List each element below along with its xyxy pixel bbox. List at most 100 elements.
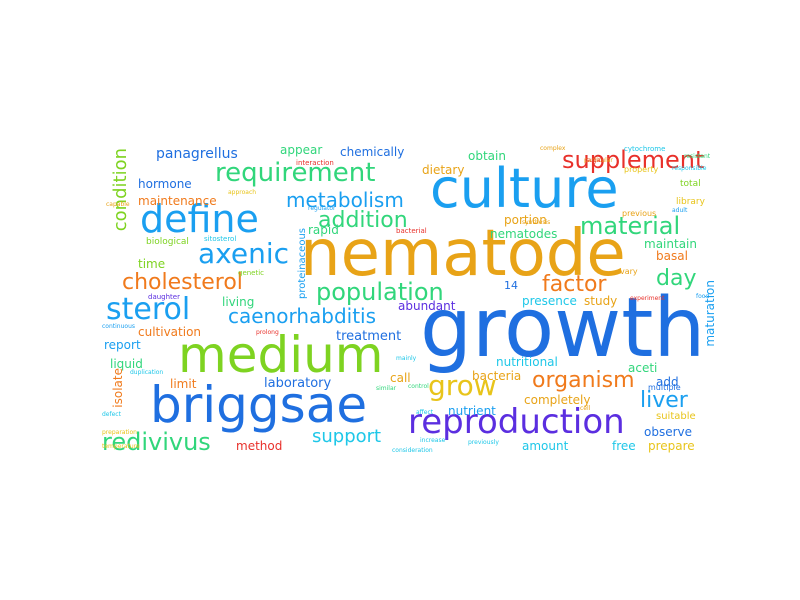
- word-complex: complex: [540, 145, 566, 152]
- word-free: free: [612, 439, 636, 453]
- word-addition: addition: [318, 208, 408, 233]
- word-limit: limit: [170, 377, 197, 391]
- word-prepare: prepare: [648, 439, 695, 453]
- word-daughter: daughter: [148, 293, 180, 301]
- word-support: support: [312, 426, 382, 447]
- word-prolong: prolong: [256, 329, 279, 336]
- word-material: material: [580, 212, 681, 240]
- word-liquid: liquid: [110, 357, 143, 371]
- word-affect: affect: [416, 409, 434, 416]
- word-particular: particular: [584, 157, 613, 164]
- word-chemically: chemically: [340, 145, 405, 159]
- word-regulator: regulator: [308, 205, 336, 212]
- word-consideration: consideration: [392, 447, 433, 454]
- word-completely: completely: [524, 393, 591, 407]
- word-liver: liver: [640, 388, 688, 413]
- word-observe: observe: [644, 425, 693, 439]
- word-nematodes: nematodes: [490, 227, 558, 241]
- word-maintain: maintain: [644, 237, 697, 251]
- word-axenic: axenic: [198, 237, 290, 270]
- word-treatment: treatment: [336, 329, 402, 344]
- word-laboratory: laboratory: [264, 376, 332, 391]
- word-grow: grow: [428, 369, 497, 402]
- word-experiment: experiment: [630, 295, 665, 302]
- word-suitable: suitable: [656, 411, 696, 422]
- word-adult: adult: [672, 207, 688, 214]
- word-caenorhabditis: caenorhabditis: [228, 304, 377, 328]
- word-condition: condition: [110, 148, 131, 232]
- word-proteinaceous: proteinaceous: [297, 228, 308, 299]
- word-panagrellus: panagrellus: [156, 146, 238, 162]
- word-growth: growth: [420, 281, 706, 376]
- word-presence: presence: [522, 294, 577, 308]
- word-sterol: sterol: [106, 292, 191, 327]
- word-multiple: multiple: [648, 383, 681, 392]
- word-previously: previously: [468, 439, 499, 446]
- word-biological: biological: [146, 237, 189, 247]
- word-food: food: [696, 293, 710, 300]
- word-time: time: [138, 257, 166, 271]
- word-medium: medium: [178, 326, 384, 384]
- word-culture: culture: [430, 157, 619, 220]
- word-previous: previous: [622, 209, 657, 218]
- word-method: method: [236, 439, 283, 453]
- word-continuous: continuous: [102, 323, 135, 330]
- word-nematode: nematode: [300, 217, 626, 291]
- word-basal: basal: [656, 249, 688, 263]
- word-maintenance: maintenance: [138, 194, 217, 208]
- word-interaction: interaction: [296, 159, 334, 167]
- word-library: library: [676, 197, 705, 207]
- word-reproduction: reproduction: [408, 402, 625, 442]
- word-requirement: requirement: [215, 158, 376, 188]
- word-bacteria: bacteria: [472, 369, 522, 383]
- word-abundant: abundant: [398, 299, 456, 313]
- word-cell: cell: [580, 405, 591, 412]
- word-cultivation: cultivation: [138, 325, 202, 339]
- word-approach: approach: [228, 189, 257, 196]
- word-preparation: preparation: [102, 429, 137, 436]
- word-add: add: [656, 375, 679, 389]
- word-day: day: [656, 266, 697, 291]
- word-isolate: isolate: [111, 368, 125, 408]
- word-duplication: duplication: [130, 369, 164, 376]
- word-synthesis: synthesis: [522, 219, 551, 226]
- word-14: 14: [504, 279, 518, 292]
- word-mainly: mainly: [396, 355, 417, 362]
- word-total: total: [680, 179, 701, 189]
- word-temperature: temperature: [102, 443, 140, 450]
- word-report: report: [104, 338, 141, 352]
- word-maturation: maturation: [703, 280, 717, 347]
- word-obtain: obtain: [468, 149, 506, 163]
- word-aceti: aceti: [628, 361, 658, 375]
- word-nutritional: nutritional: [496, 355, 558, 369]
- word-portion: portion: [504, 213, 547, 227]
- word-living: living: [222, 295, 255, 309]
- word-sugar: sugar: [586, 157, 603, 164]
- word-cholesterol: cholesterol: [122, 270, 243, 295]
- word-bacterial: bacterial: [396, 227, 427, 235]
- word-similar: similar: [376, 385, 397, 392]
- word-defect: defect: [102, 411, 121, 418]
- word-redivivus: redivivus: [102, 428, 211, 456]
- word-amount: amount: [522, 439, 569, 453]
- word-sitosterol: sitosterol: [204, 235, 237, 243]
- word-metabolism: metabolism: [286, 188, 404, 212]
- word-resistant: resistant: [684, 153, 711, 160]
- word-cloud: nematode growth culture medium briggsae …: [100, 140, 720, 460]
- word-factor: factor: [542, 272, 607, 297]
- word-call: call: [390, 371, 411, 385]
- word-increase: increase: [420, 437, 446, 444]
- word-rapid: rapid: [308, 223, 339, 237]
- word-nutrient: nutrient: [448, 404, 496, 418]
- word-responsible: responsible: [672, 165, 707, 172]
- word-briggsae: briggsae: [150, 376, 368, 434]
- word-capable: capable: [106, 201, 130, 208]
- word-define: define: [140, 197, 259, 241]
- word-organism: organism: [532, 368, 635, 393]
- word-supplement: supplement: [562, 146, 705, 174]
- word-dietary: dietary: [422, 163, 465, 177]
- word-study: study: [584, 294, 618, 308]
- word-vary: vary: [620, 267, 638, 276]
- word-hormone: hormone: [138, 177, 192, 191]
- word-property: property: [624, 165, 659, 174]
